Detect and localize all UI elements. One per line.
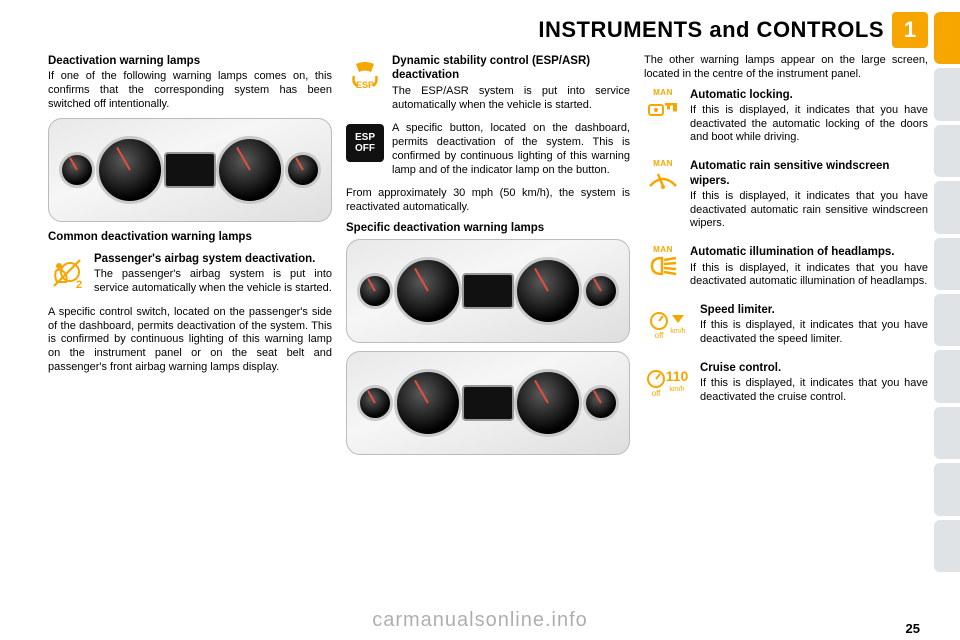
col3-item-title: Cruise control. xyxy=(700,361,928,375)
man-label: MAN xyxy=(653,159,673,169)
gauge-icon xyxy=(285,152,321,188)
svg-text:off: off xyxy=(652,389,662,397)
cluster-screen-icon xyxy=(462,385,514,421)
svg-text:2: 2 xyxy=(76,279,82,290)
page-title: INSTRUMENTS and CONTROLS xyxy=(538,17,884,43)
gauge-icon xyxy=(514,369,582,437)
svg-text:km/h: km/h xyxy=(670,328,685,335)
gauge-icon xyxy=(514,257,582,325)
col3-item-body: If this is displayed, it indicates that … xyxy=(690,190,928,231)
column-2: ESP Dynamic stability control (ESP/ASR) … xyxy=(346,54,630,463)
side-tab-5 xyxy=(934,238,960,290)
page-number: 25 xyxy=(906,621,920,636)
col1-note: A specific control switch, located on th… xyxy=(48,306,332,375)
man-label: MAN xyxy=(653,88,673,98)
col3-item-body: If this is displayed, it indicates that … xyxy=(700,377,928,405)
col1-intro: If one of the following warning lamps co… xyxy=(48,70,332,111)
gauge-icon xyxy=(59,152,95,188)
instrument-cluster-image-2 xyxy=(346,239,630,343)
col1-heading: Deactivation warning lamps xyxy=(48,54,332,68)
content-columns: Deactivation warning lamps If one of the… xyxy=(48,54,928,463)
col3-item-text: Automatic illumination of headlamps. If t… xyxy=(690,245,928,295)
svg-text:ESP: ESP xyxy=(356,80,374,90)
col3-item: MAN Automatic illumination of headlamps. I… xyxy=(644,245,928,295)
airbag-title: Passenger's airbag system deactivation. xyxy=(94,252,332,266)
instrument-cluster-image-1 xyxy=(48,118,332,222)
airbag-body: The passenger's airbag system is put int… xyxy=(94,268,332,296)
col3-intro: The other warning lamps appear on the la… xyxy=(644,54,928,82)
col3-item-text: Cruise control. If this is displayed, it … xyxy=(700,361,928,411)
gauge-icon xyxy=(583,273,619,309)
col1-caption: Common deactivation warning lamps xyxy=(48,230,332,244)
col3-item: off 110 km/h Cruise control. If this is d… xyxy=(644,361,928,411)
side-tab-7 xyxy=(934,350,960,402)
cruise-icon: off 110 km/h xyxy=(644,363,692,401)
col3-item-text: Automatic rain sensitive windscreen wipe… xyxy=(690,159,928,237)
man-label: MAN xyxy=(653,245,673,255)
side-tab-6 xyxy=(934,294,960,346)
col3-item-body: If this is displayed, it indicates that … xyxy=(690,104,928,145)
speedlimiter-icon: off km/h xyxy=(644,305,692,343)
col3-item-title: Speed limiter. xyxy=(700,303,928,317)
airbag-off-icon: 2 xyxy=(48,254,86,292)
svg-text:off: off xyxy=(655,331,665,339)
col3-item: MAN Automatic locking. If this is displaye… xyxy=(644,88,928,152)
col3-item-title: Automatic locking. xyxy=(690,88,928,102)
col3-item-body: If this is displayed, it indicates that … xyxy=(700,319,928,347)
column-1: Deactivation warning lamps If one of the… xyxy=(48,54,332,463)
airbag-block: 2 Passenger's airbag system deactivation… xyxy=(48,252,332,302)
lock-icon: MAN xyxy=(644,90,682,128)
col3-item-text: Automatic locking. If this is displayed, … xyxy=(690,88,928,152)
side-tab-2 xyxy=(934,68,960,120)
page: INSTRUMENTS and CONTROLS 1 Deactivation … xyxy=(0,0,960,640)
esp-off-block: ESPOFF A specific button, located on the… xyxy=(346,122,630,183)
side-tab-4 xyxy=(934,181,960,233)
col3-item: MAN Automatic rain sensitive windscreen w… xyxy=(644,159,928,237)
watermark: carmanualsonline.info xyxy=(372,609,588,632)
col2-note: From approximately 30 mph (50 km/h), the… xyxy=(346,187,630,215)
gauge-icon xyxy=(357,385,393,421)
page-header: INSTRUMENTS and CONTROLS 1 xyxy=(48,12,928,48)
side-tab-1 xyxy=(934,12,960,64)
esp-off-icon: ESPOFF xyxy=(346,124,384,162)
side-tab-3 xyxy=(934,125,960,177)
col2-caption: Specific deactivation warning lamps xyxy=(346,221,630,235)
esp-icon: ESP xyxy=(346,56,384,94)
esp-title: Dynamic stability control (ESP/ASR) deac… xyxy=(392,54,630,83)
gauge-icon xyxy=(583,385,619,421)
col3-item: off km/h Speed limiter. If this is displa… xyxy=(644,303,928,353)
airbag-text: Passenger's airbag system deactivation. … xyxy=(94,252,332,302)
instrument-cluster-image-3 xyxy=(346,351,630,455)
cluster-screen-icon xyxy=(164,152,216,188)
col3-item-title: Automatic illumination of headlamps. xyxy=(690,245,928,259)
side-tabs xyxy=(934,12,960,572)
chapter-number: 1 xyxy=(892,12,928,48)
gauge-icon xyxy=(357,273,393,309)
headlamp-icon: MAN xyxy=(644,247,682,285)
side-tab-10 xyxy=(934,520,960,572)
col3-item-text: Speed limiter. If this is displayed, it i… xyxy=(700,303,928,353)
gauge-icon xyxy=(96,136,164,204)
esp-block: ESP Dynamic stability control (ESP/ASR) … xyxy=(346,54,630,118)
cluster-screen-icon xyxy=(462,273,514,309)
svg-text:km/h: km/h xyxy=(669,386,684,393)
col3-item-title: Automatic rain sensitive windscreen wipe… xyxy=(690,159,928,188)
col3-item-body: If this is displayed, it indicates that … xyxy=(690,262,928,290)
gauge-icon xyxy=(394,369,462,437)
wiper-icon: MAN xyxy=(644,161,682,199)
column-3: The other warning lamps appear on the la… xyxy=(644,54,928,463)
svg-text:110: 110 xyxy=(666,368,689,384)
gauge-icon xyxy=(394,257,462,325)
esp-body: The ESP/ASR system is put into service a… xyxy=(392,85,630,113)
esp-off-body: A specific button, located on the dashbo… xyxy=(392,122,630,177)
side-tab-9 xyxy=(934,463,960,515)
gauge-icon xyxy=(216,136,284,204)
esp-text: Dynamic stability control (ESP/ASR) deac… xyxy=(392,54,630,118)
side-tab-8 xyxy=(934,407,960,459)
